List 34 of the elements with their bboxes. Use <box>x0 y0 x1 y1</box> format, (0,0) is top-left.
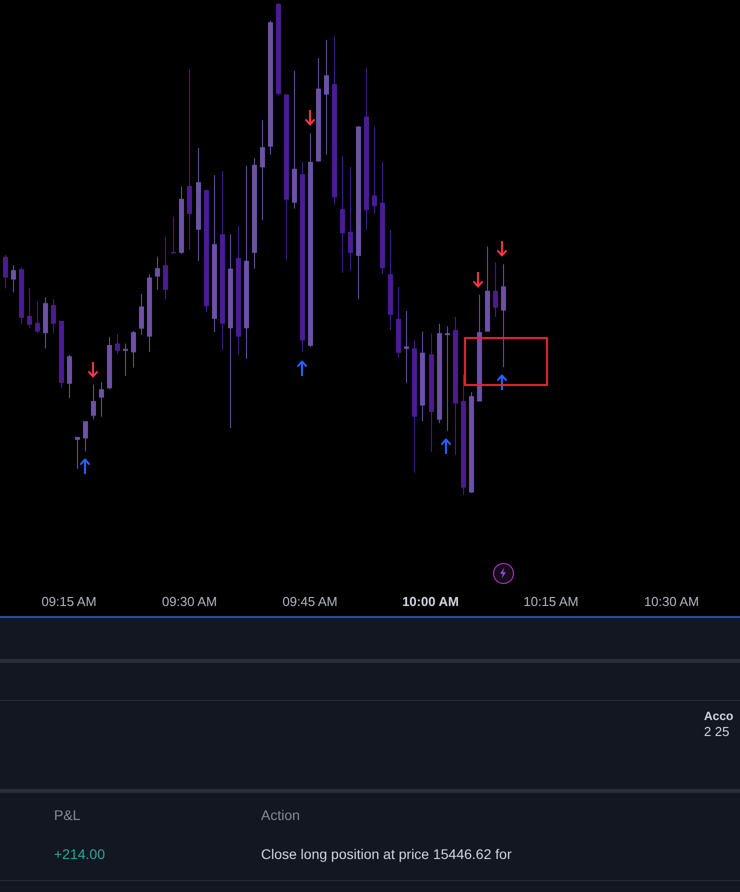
candlestick <box>171 216 176 254</box>
x-tick-label: 10:30 AM <box>644 594 700 609</box>
candlestick <box>83 420 88 452</box>
candlestick <box>260 120 265 220</box>
candlestick <box>493 262 498 318</box>
x-tick-label: 10:15 AM <box>524 594 578 609</box>
x-tick-label: 09:15 AM <box>41 594 96 609</box>
text: Action <box>261 807 300 823</box>
text: +214.00 <box>54 846 105 862</box>
candlestick <box>115 334 120 354</box>
candlestick <box>27 287 32 329</box>
candlestick <box>11 264 16 293</box>
candlestick <box>75 436 80 470</box>
candlestick <box>155 256 160 290</box>
candlestick <box>348 166 353 272</box>
candlestick <box>372 126 377 215</box>
candlestick <box>404 310 409 384</box>
text: Acco <box>704 708 734 724</box>
x-tick-label: 09:30 AM <box>162 594 217 609</box>
candlestick <box>123 342 128 376</box>
candlestick <box>91 384 96 420</box>
x-tick-label: 09:45 AM <box>282 594 338 609</box>
text: 2 25 <box>704 724 730 740</box>
candlestick <box>3 254 8 289</box>
text: P&L <box>54 807 80 823</box>
text: Close long position at price 15446.62 for <box>261 846 512 862</box>
candlestick <box>99 382 104 418</box>
candlestick <box>139 293 144 336</box>
candlestick <box>35 301 40 334</box>
x-tick-label: 10:00 AM <box>402 594 459 609</box>
candlestick <box>131 330 136 368</box>
candlestick <box>445 326 450 432</box>
candlestick <box>51 298 56 334</box>
candlestick <box>324 39 329 156</box>
